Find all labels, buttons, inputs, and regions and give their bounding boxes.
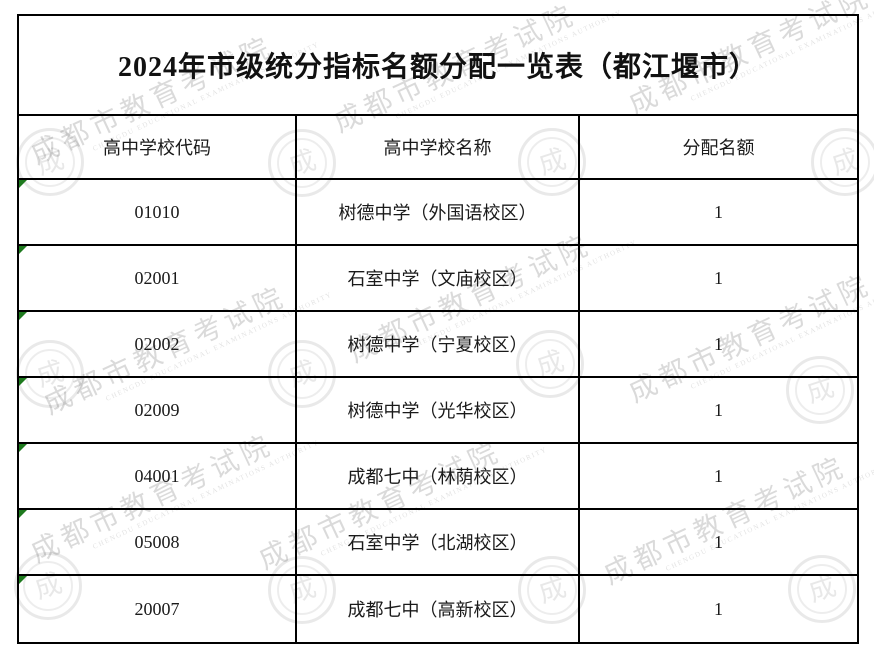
cell-school-name: 树德中学（光华校区）: [297, 378, 580, 444]
table-title: 2024年市级统分指标名额分配一览表（都江堰市）: [19, 16, 857, 116]
cell-school-code: 05008: [19, 510, 297, 576]
school-name: 石室中学（文庙校区）: [347, 269, 528, 289]
school-code: 02002: [134, 333, 180, 354]
cell-school-code: 02002: [19, 312, 297, 378]
school-code: 02001: [134, 267, 180, 288]
school-code: 20007: [134, 598, 180, 619]
quota-value: 1: [714, 465, 723, 486]
school-name: 成都七中（林荫校区）: [347, 467, 528, 487]
excel-text-flag-icon: [19, 444, 27, 452]
excel-text-flag-icon: [19, 576, 27, 584]
school-code: 04001: [134, 465, 180, 486]
cell-quota: 1: [580, 246, 857, 312]
quota-value: 1: [714, 531, 723, 552]
cell-school-code: 04001: [19, 444, 297, 510]
cell-school-name: 成都七中（林荫校区）: [297, 444, 580, 510]
school-code: 02009: [134, 399, 180, 420]
cell-quota: 1: [580, 510, 857, 576]
cell-school-name: 石室中学（文庙校区）: [297, 246, 580, 312]
cell-school-code: 20007: [19, 576, 297, 642]
excel-text-flag-icon: [19, 378, 27, 386]
quota-value: 1: [714, 201, 723, 222]
header-school-name: 高中学校名称: [297, 116, 580, 180]
cell-quota: 1: [580, 180, 857, 246]
allocation-table: 2024年市级统分指标名额分配一览表（都江堰市） 高中学校代码 高中学校名称 分…: [17, 14, 859, 644]
school-name: 成都七中（高新校区）: [347, 600, 528, 620]
cell-quota: 1: [580, 576, 857, 642]
school-name: 石室中学（北湖校区）: [347, 533, 528, 553]
cell-school-code: 02001: [19, 246, 297, 312]
school-code: 05008: [134, 531, 180, 552]
cell-quota: 1: [580, 444, 857, 510]
excel-text-flag-icon: [19, 180, 27, 188]
header-school-code: 高中学校代码: [19, 116, 297, 180]
header-quota: 分配名额: [580, 116, 857, 180]
quota-value: 1: [714, 598, 723, 619]
cell-school-name: 树德中学（外国语校区）: [297, 180, 580, 246]
quota-value: 1: [714, 399, 723, 420]
cell-school-name: 石室中学（北湖校区）: [297, 510, 580, 576]
cell-school-name: 树德中学（宁夏校区）: [297, 312, 580, 378]
cell-school-code: 02009: [19, 378, 297, 444]
cell-school-name: 成都七中（高新校区）: [297, 576, 580, 642]
cell-quota: 1: [580, 378, 857, 444]
school-code: 01010: [134, 201, 180, 222]
cell-quota: 1: [580, 312, 857, 378]
school-name: 树德中学（宁夏校区）: [347, 335, 528, 355]
school-name: 树德中学（光华校区）: [347, 401, 528, 421]
quota-value: 1: [714, 333, 723, 354]
excel-text-flag-icon: [19, 312, 27, 320]
school-name: 树德中学（外国语校区）: [338, 203, 537, 223]
excel-text-flag-icon: [19, 510, 27, 518]
cell-school-code: 01010: [19, 180, 297, 246]
excel-text-flag-icon: [19, 246, 27, 254]
quota-value: 1: [714, 267, 723, 288]
